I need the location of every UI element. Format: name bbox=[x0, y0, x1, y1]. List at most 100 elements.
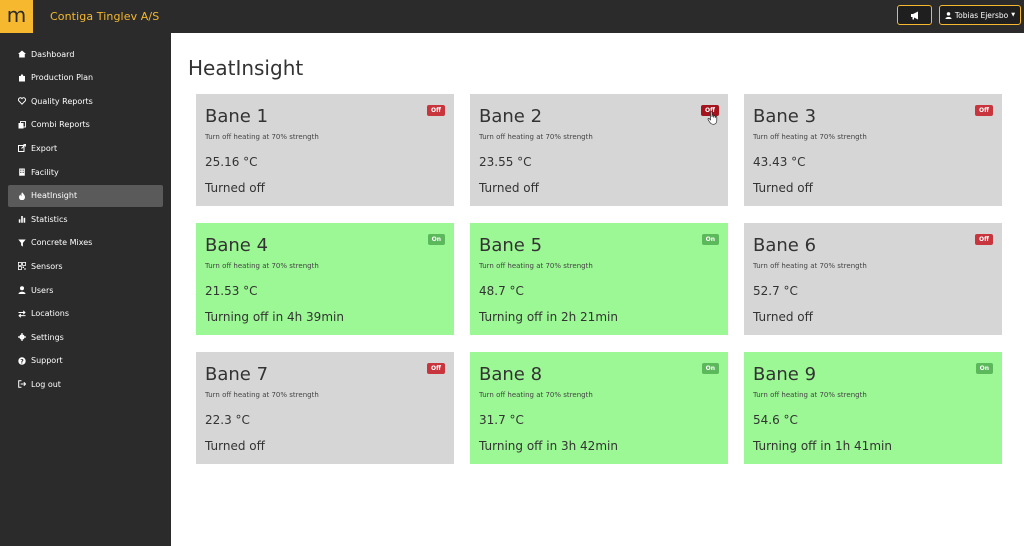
home-icon bbox=[18, 50, 26, 58]
heat-card-8: Bane 8 On Turn off heating at 70% strength… bbox=[470, 352, 728, 464]
sidebar-item-locations[interactable]: Locations bbox=[8, 303, 163, 325]
gear-icon bbox=[18, 333, 26, 342]
bar-chart-icon bbox=[18, 215, 26, 223]
card-description: Turn off heating at 70% strength bbox=[479, 262, 593, 270]
sidebar-item-label: Combi Reports bbox=[31, 120, 90, 130]
card-status: Turned off bbox=[753, 181, 813, 195]
card-status: Turned off bbox=[753, 310, 813, 324]
user-icon bbox=[18, 286, 26, 294]
heart-icon bbox=[18, 97, 26, 106]
card-temperature: 21.53 °C bbox=[205, 284, 258, 298]
off-toggle-badge[interactable]: Off bbox=[427, 363, 445, 374]
sidebar-item-support[interactable]: ? Support bbox=[8, 350, 163, 372]
filter-icon bbox=[18, 239, 26, 247]
heat-card-1: Bane 1 Off Turn off heating at 70% strengt… bbox=[196, 94, 454, 206]
sidebar-item-label: Settings bbox=[31, 332, 64, 342]
on-toggle-badge[interactable]: On bbox=[701, 363, 719, 374]
logo[interactable]: m bbox=[0, 0, 33, 33]
off-toggle-badge[interactable]: Off bbox=[975, 234, 993, 245]
copy-icon bbox=[18, 120, 26, 129]
card-temperature: 48.7 °C bbox=[479, 284, 524, 298]
card-title: Bane 3 bbox=[753, 106, 817, 127]
sidebar-item-label: Locations bbox=[31, 309, 70, 319]
card-description: Turn off heating at 70% strength bbox=[753, 133, 867, 141]
sidebar-item-label: Statistics bbox=[31, 214, 68, 224]
sidebar-item-export[interactable]: Export bbox=[8, 137, 163, 159]
card-status: Turning off in 1h 41min bbox=[753, 439, 892, 453]
announcements-button[interactable] bbox=[897, 5, 932, 25]
sidebar-item-label: Export bbox=[31, 143, 58, 153]
building-icon bbox=[18, 168, 26, 176]
card-description: Turn off heating at 70% strength bbox=[753, 391, 867, 399]
card-title: Bane 5 bbox=[479, 235, 543, 256]
card-temperature: 25.16 °C bbox=[205, 155, 258, 169]
top-bar: m Contiga Tinglev A/S Tobias Ejersbo ▼ bbox=[0, 0, 1024, 33]
caret-down-icon: ▼ bbox=[1011, 12, 1016, 18]
card-title: Bane 7 bbox=[205, 364, 269, 385]
megaphone-icon bbox=[910, 11, 918, 19]
page-title: HeatInsight bbox=[188, 56, 304, 80]
sidebar-item-label: Support bbox=[31, 356, 63, 366]
sidebar-item-label: Production Plan bbox=[31, 73, 94, 83]
qrcode-icon bbox=[18, 262, 26, 271]
card-description: Turn off heating at 70% strength bbox=[479, 391, 593, 399]
on-toggle-badge[interactable]: On bbox=[975, 363, 993, 374]
card-status: Turning off in 4h 39min bbox=[205, 310, 344, 324]
card-description: Turn off heating at 70% strength bbox=[479, 133, 593, 141]
off-toggle-badge[interactable]: Off bbox=[427, 105, 445, 116]
sidebar-item-statistics[interactable]: Statistics bbox=[8, 208, 163, 230]
card-title: Bane 4 bbox=[205, 235, 269, 256]
sidebar-item-heatinsight[interactable]: HeatInsight bbox=[8, 184, 163, 207]
sidebar-item-log-out[interactable]: Log out bbox=[8, 373, 163, 395]
hand-cursor-icon bbox=[707, 111, 718, 125]
card-description: Turn off heating at 70% strength bbox=[753, 262, 867, 270]
export-icon bbox=[18, 144, 26, 153]
sidebar-item-combi-reports[interactable]: Combi Reports bbox=[8, 114, 163, 136]
sidebar-item-facility[interactable]: Facility bbox=[8, 161, 163, 183]
sidebar-item-sensors[interactable]: Sensors bbox=[8, 255, 163, 277]
user-name: Tobias Ejersbo bbox=[954, 10, 1009, 20]
sidebar-item-quality-reports[interactable]: Quality Reports bbox=[8, 90, 163, 112]
on-toggle-badge[interactable]: On bbox=[701, 234, 719, 245]
exchange-icon bbox=[18, 310, 26, 318]
puzzle-icon bbox=[18, 73, 26, 82]
card-status: Turned off bbox=[205, 181, 265, 195]
card-title: Bane 1 bbox=[205, 106, 269, 127]
sidebar-item-dashboard[interactable]: Dashboard bbox=[8, 43, 163, 65]
heat-card-2: Bane 2 Off Turn off heating at 70% strengt… bbox=[470, 94, 728, 206]
sidebar-item-label: Concrete Mixes bbox=[31, 238, 93, 248]
card-status: Turned off bbox=[479, 181, 539, 195]
user-icon bbox=[945, 11, 952, 19]
card-temperature: 23.55 °C bbox=[479, 155, 532, 169]
heat-card-7: Bane 7 Off Turn off heating at 70% strengt… bbox=[196, 352, 454, 464]
question-icon: ? bbox=[18, 357, 26, 365]
sidebar-item-label: Quality Reports bbox=[31, 96, 93, 106]
card-description: Turn off heating at 70% strength bbox=[205, 133, 319, 141]
card-description: Turn off heating at 70% strength bbox=[205, 262, 319, 270]
card-temperature: 22.3 °C bbox=[205, 413, 250, 427]
user-menu-button[interactable]: Tobias Ejersbo ▼ bbox=[939, 5, 1021, 25]
company-name: Contiga Tinglev A/S bbox=[50, 10, 160, 23]
card-temperature: 43.43 °C bbox=[753, 155, 806, 169]
logo-letter: m bbox=[6, 3, 27, 27]
card-title: Bane 6 bbox=[753, 235, 817, 256]
heat-card-6: Bane 6 Off Turn off heating at 70% strengt… bbox=[744, 223, 1002, 335]
sidebar-item-production-plan[interactable]: Production Plan bbox=[8, 67, 163, 89]
card-temperature: 31.7 °C bbox=[479, 413, 524, 427]
heat-card-3: Bane 3 Off Turn off heating at 70% strengt… bbox=[744, 94, 1002, 206]
sidebar-item-users[interactable]: Users bbox=[8, 279, 163, 301]
off-toggle-badge[interactable]: Off bbox=[701, 105, 719, 116]
sidebar-item-label: Log out bbox=[31, 379, 61, 389]
card-temperature: 54.6 °C bbox=[753, 413, 798, 427]
sidebar-item-settings[interactable]: Settings bbox=[8, 326, 163, 348]
sidebar-item-label: Dashboard bbox=[31, 49, 75, 59]
on-toggle-badge[interactable]: On bbox=[427, 234, 445, 245]
card-title: Bane 2 bbox=[479, 106, 543, 127]
card-title: Bane 9 bbox=[753, 364, 817, 385]
card-description: Turn off heating at 70% strength bbox=[205, 391, 319, 399]
off-toggle-badge[interactable]: Off bbox=[975, 105, 993, 116]
sign-out-icon bbox=[18, 380, 26, 389]
sidebar-item-label: Facility bbox=[31, 167, 59, 177]
fire-icon bbox=[18, 191, 26, 200]
sidebar-item-concrete-mixes[interactable]: Concrete Mixes bbox=[8, 232, 163, 254]
